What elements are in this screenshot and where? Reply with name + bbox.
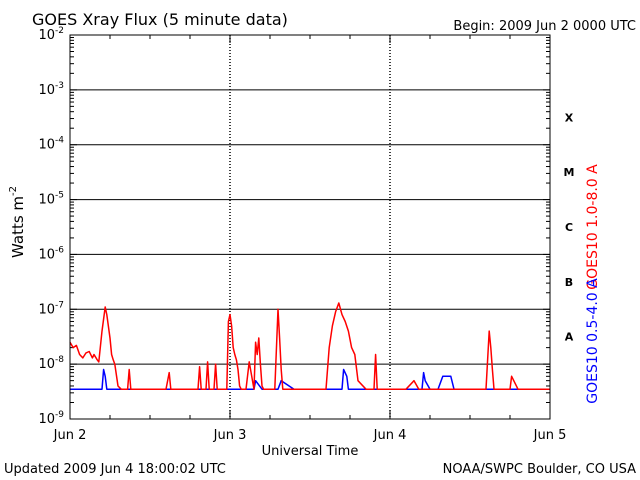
y-tick-label: 10-5 [38, 191, 64, 208]
x-tick-label: Jun 2 [53, 428, 87, 443]
y-tick-label-exponent: -7 [55, 300, 64, 310]
flare-class-labels: A B C M X [564, 111, 575, 343]
y-tick-label: 10-3 [38, 81, 64, 98]
series-legend-short: GOES10 0.5-4.0 A [585, 278, 601, 404]
y-tick-label-base: 10 [38, 412, 55, 427]
x-tick-label: Jun 3 [213, 428, 247, 443]
y-axis-label-base: Watts m [9, 196, 27, 258]
begin-date: Begin: 2009 Jun 2 0000 UTC [453, 19, 636, 34]
y-tick-label: 10-6 [38, 245, 64, 262]
flare-class-m: M [564, 166, 575, 179]
y-tick-label-exponent: -2 [55, 26, 64, 36]
chart-title: GOES Xray Flux (5 minute data) [32, 10, 288, 29]
y-tick-label-base: 10 [38, 247, 55, 262]
y-tick-label-base: 10 [38, 193, 55, 208]
y-tick-label-exponent: -4 [55, 136, 64, 146]
y-tick-label: 10-7 [38, 300, 64, 317]
credit-text: NOAA/SWPC Boulder, CO USA [443, 462, 636, 477]
grid-lines [70, 35, 550, 419]
y-tick-label-exponent: -9 [55, 410, 64, 420]
y-tick-label-exponent: -5 [55, 191, 64, 201]
y-tick-label-base: 10 [38, 28, 55, 43]
flare-class-c: C [565, 221, 573, 234]
y-tick-label-base: 10 [38, 83, 55, 98]
y-axis-label: Watts m-2 [8, 186, 27, 258]
updated-timestamp: Updated 2009 Jun 4 18:00:02 UTC [4, 462, 226, 477]
flare-class-b: B [565, 276, 573, 289]
flare-class-x: X [565, 111, 574, 124]
x-axis-label: Universal Time [262, 444, 359, 459]
y-tick-label: 10-8 [38, 355, 64, 372]
x-tick-label: Jun 5 [533, 428, 567, 443]
y-tick-label: 10-4 [38, 136, 64, 153]
plot-frame [69, 34, 551, 420]
y-tick-label-exponent: -6 [55, 245, 64, 255]
y-tick-label-exponent: -8 [55, 355, 64, 365]
y-tick-label: 10-9 [38, 410, 64, 427]
y-tick-label-base: 10 [38, 138, 55, 153]
y-tick-label: 10-2 [38, 26, 64, 43]
x-axis-ticks: Jun 2 Jun 3 Jun 4 Jun 5 [53, 35, 567, 443]
y-tick-label-base: 10 [38, 357, 55, 372]
y-axis-label-exponent: -2 [8, 186, 19, 196]
y-tick-label-exponent: -3 [55, 81, 64, 91]
flare-class-a: A [565, 331, 574, 344]
x-tick-label: Jun 4 [373, 428, 407, 443]
long-channel-line [69, 302, 550, 390]
y-tick-label-base: 10 [38, 302, 55, 317]
series-lines [69, 302, 550, 390]
series-legend-long: GOES10 1.0-8.0 A [585, 164, 601, 290]
